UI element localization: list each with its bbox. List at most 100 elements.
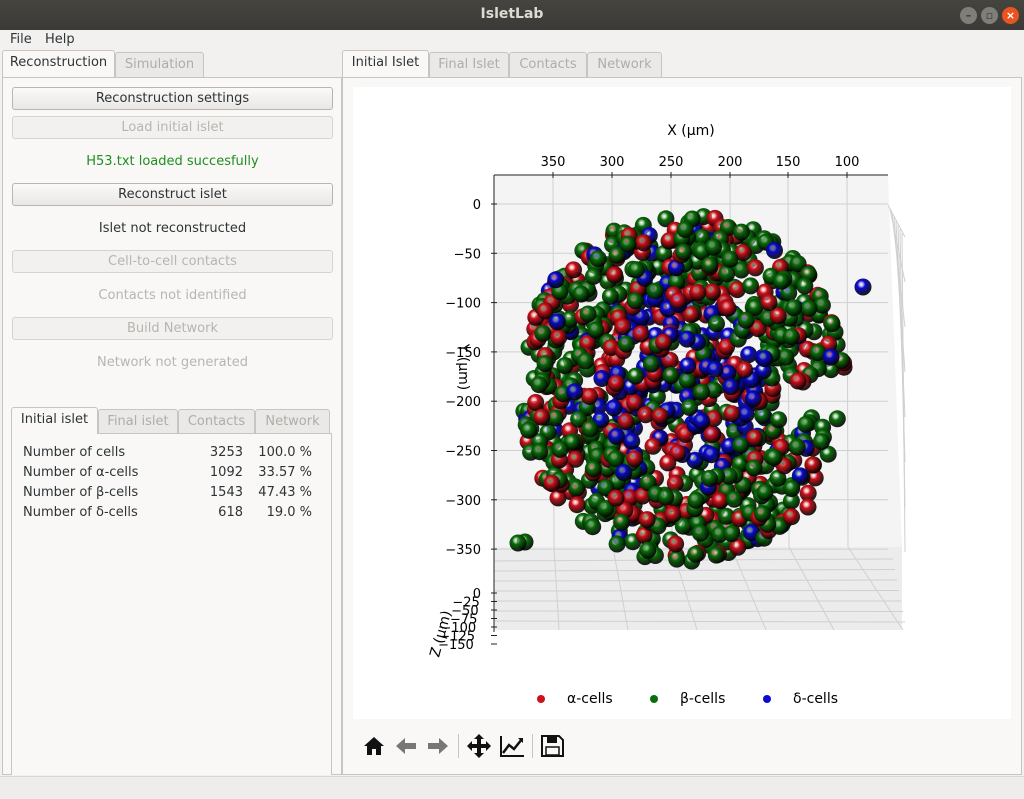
delta-cell-marker	[566, 383, 584, 401]
tab-contacts[interactable]: Contacts	[178, 409, 255, 434]
pan-icon[interactable]	[465, 731, 493, 761]
y-tick-label: −300	[445, 494, 481, 509]
legend-label: β-cells	[680, 691, 725, 707]
alpha-cell-marker	[567, 450, 585, 468]
tab-initial-islet[interactable]: Initial islet	[11, 407, 98, 434]
tab-network-plot[interactable]: Network	[587, 52, 662, 77]
alpha-cell-marker	[635, 234, 653, 252]
reconstruction-settings-button[interactable]: Reconstruction settings	[12, 87, 333, 110]
beta-cell-marker	[642, 355, 660, 373]
save-icon[interactable]	[538, 731, 566, 761]
load-status: H53.txt loaded succesfully	[86, 154, 259, 169]
beta-cell-marker	[720, 467, 738, 485]
beta-cell-marker	[708, 315, 725, 333]
legend-label: α-cells	[567, 691, 613, 707]
stat-percent: 47.43 %	[258, 485, 312, 500]
tab-simulation[interactable]: Simulation	[115, 52, 204, 77]
plot-legend: α-cells β-cells δ-cells	[537, 691, 838, 707]
alpha-cell-marker	[806, 469, 824, 487]
reconstruct-status: Islet not reconstructed	[98, 221, 247, 236]
beta-cell-marker	[646, 282, 664, 300]
left-tab-bar: Reconstruction Simulation	[2, 50, 338, 78]
menu-help[interactable]: Help	[45, 32, 75, 47]
alpha-cell-marker	[607, 374, 625, 392]
beta-cell-marker	[809, 344, 827, 361]
beta-cell-marker	[657, 210, 675, 228]
delta-cell-marker	[744, 390, 762, 408]
alpha-cell-marker	[760, 294, 778, 311]
home-icon[interactable]	[360, 731, 388, 761]
beta-cell-marker	[745, 459, 763, 477]
z-tick-label: −75	[450, 613, 477, 628]
beta-cell-marker	[581, 420, 599, 438]
beta-cell-marker	[568, 479, 586, 497]
stats-tab-bar: Initial islet Final islet Contacts Netwo…	[11, 407, 331, 435]
alpha-cell-marker	[536, 302, 554, 320]
beta-cell-marker	[812, 433, 830, 451]
cell-scatter	[509, 208, 872, 570]
y-tick-label: −200	[445, 395, 481, 410]
alpha-cell-marker	[614, 318, 632, 336]
delta-cell-marker	[766, 242, 783, 259]
delta-cell-marker	[693, 412, 711, 430]
menu-bar: File Help	[0, 30, 1024, 50]
stats-row: Number of β-cells 1543 47.43 %	[23, 485, 323, 505]
back-arrow-icon[interactable]	[392, 731, 420, 761]
menu-file[interactable]: File	[10, 32, 32, 47]
status-bar	[0, 776, 1024, 799]
beta-cell-marker	[746, 298, 764, 316]
beta-cell-marker	[675, 243, 693, 261]
beta-cell-marker	[687, 491, 705, 509]
x-tick-label: 350	[541, 155, 566, 170]
legend-marker	[650, 695, 658, 703]
alpha-cell-marker	[550, 329, 568, 346]
tab-contacts-plot[interactable]: Contacts	[509, 52, 587, 77]
x-tick-label: 300	[600, 155, 625, 170]
alpha-cell-marker	[644, 437, 662, 455]
delta-cell-marker	[719, 364, 737, 382]
alpha-cell-marker	[659, 454, 677, 472]
tab-initial-islet-plot[interactable]: Initial Islet	[342, 50, 429, 77]
stats-panel	[11, 433, 332, 775]
beta-cell-marker	[584, 460, 602, 478]
delta-cell-marker	[615, 464, 633, 482]
alpha-cell-marker	[746, 259, 764, 277]
forward-arrow-icon[interactable]	[424, 731, 452, 761]
toolbar-separator	[458, 734, 459, 758]
beta-cell-marker	[813, 296, 831, 314]
beta-cell-marker	[783, 480, 801, 497]
title-bar: IsletLab	[0, 0, 1024, 30]
window-maximize-button[interactable]: ▫	[981, 7, 998, 24]
configure-subplots-icon[interactable]	[498, 731, 526, 761]
load-initial-islet-button[interactable]: Load initial islet	[12, 116, 333, 139]
alpha-cell-marker	[635, 526, 653, 544]
tab-reconstruction[interactable]: Reconstruction	[2, 50, 115, 77]
window-minimize-button[interactable]: –	[960, 7, 977, 24]
window-close-button[interactable]: ×	[1002, 7, 1019, 24]
reconstruct-islet-button[interactable]: Reconstruct islet	[12, 183, 333, 206]
tab-final-islet[interactable]: Final islet	[98, 409, 178, 434]
alpha-cell-marker	[736, 361, 754, 379]
beta-cell-marker	[587, 321, 605, 339]
y-tick-label: −150	[445, 346, 481, 361]
beta-cell-marker	[828, 410, 846, 428]
islet-3d-plot[interactable]: 350 300 250 200 150 100 0 −50 −100 −150 −200 −250−…	[353, 87, 1011, 719]
beta-cell-marker	[777, 348, 795, 366]
stat-label: Number of α-cells	[23, 465, 139, 480]
x-tick-label: 250	[659, 155, 684, 170]
alpha-cell-marker	[568, 496, 586, 514]
tab-network[interactable]: Network	[255, 409, 330, 434]
beta-cell-marker	[737, 311, 755, 329]
beta-cell-marker	[577, 352, 594, 370]
beta-cell-marker	[691, 524, 709, 542]
alpha-cell-marker	[549, 489, 567, 507]
beta-cell-marker	[607, 450, 625, 468]
cell-contacts-button[interactable]: Cell-to-cell contacts	[12, 250, 333, 273]
delta-cell-marker	[593, 370, 611, 387]
plot-canvas[interactable]: 350 300 250 200 150 100 0−50−100−150−200−250−…	[353, 87, 1011, 719]
tab-final-islet-plot[interactable]: Final Islet	[429, 52, 509, 77]
build-network-button[interactable]: Build Network	[12, 317, 333, 340]
beta-cell-marker	[732, 436, 750, 454]
alpha-cell-marker	[626, 450, 644, 468]
alpha-cell-marker	[723, 405, 741, 423]
